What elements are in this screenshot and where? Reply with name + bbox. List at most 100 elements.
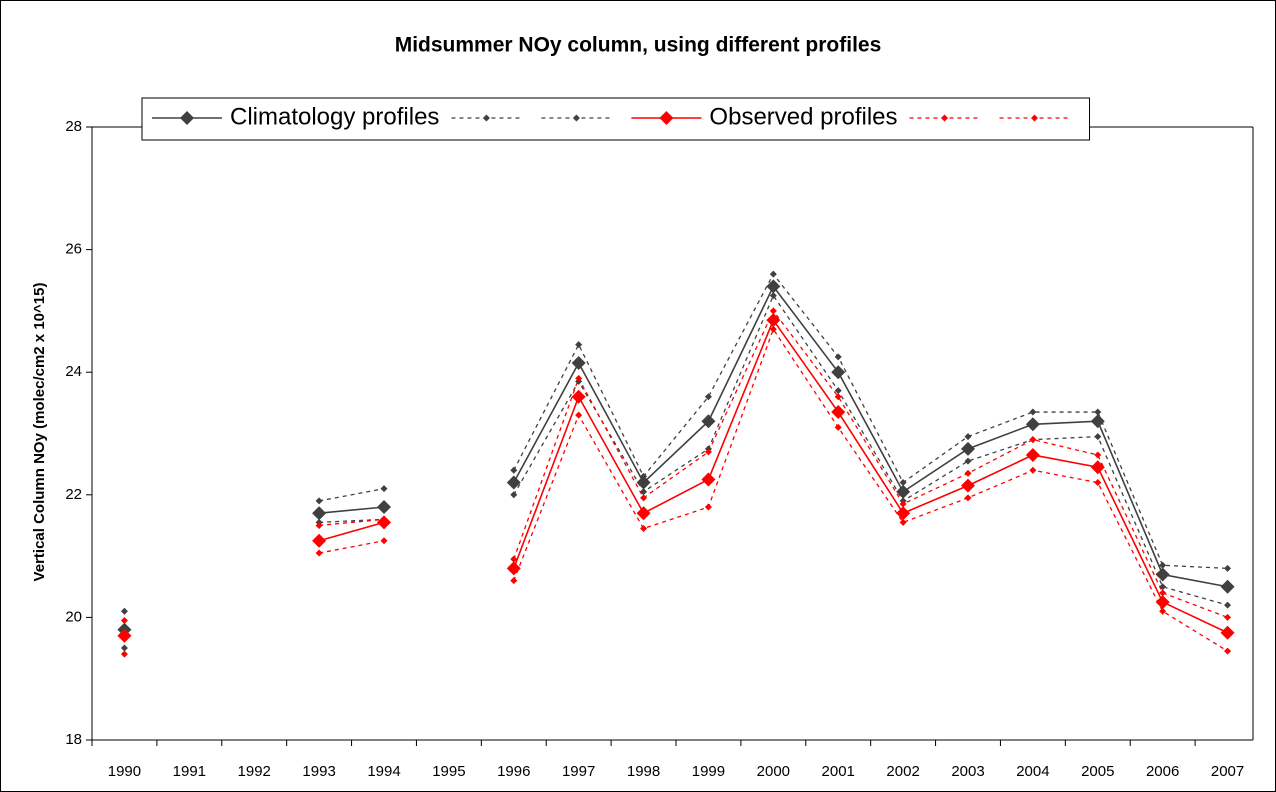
point-marker xyxy=(834,387,842,395)
point-marker xyxy=(315,497,323,505)
series-line xyxy=(318,327,1228,652)
point-marker xyxy=(571,356,586,371)
point-marker xyxy=(831,405,846,420)
point-marker xyxy=(1029,436,1037,444)
point-marker xyxy=(640,494,648,502)
legend-marker xyxy=(572,114,580,122)
point-marker xyxy=(899,500,907,508)
x-tick-label: 1993 xyxy=(302,763,335,780)
x-tick-label: 2004 xyxy=(1016,763,1049,780)
point-marker xyxy=(831,365,846,380)
point-marker xyxy=(510,555,518,563)
y-axis-label: Vertical Column NOy (molec/cm2 x 10^15) xyxy=(31,283,48,582)
x-tick-label: 1992 xyxy=(238,763,271,780)
point-marker xyxy=(1159,589,1167,597)
point-marker xyxy=(1094,408,1102,416)
x-tick-label: 1996 xyxy=(497,763,530,780)
point-marker xyxy=(575,374,583,382)
series-line xyxy=(319,294,1228,606)
y-tick-label: 18 xyxy=(65,731,82,748)
point-marker xyxy=(701,472,716,487)
point-marker xyxy=(380,537,388,545)
y-tick-label: 22 xyxy=(65,486,82,503)
point-marker xyxy=(964,457,972,465)
point-marker xyxy=(1090,460,1105,475)
point-marker xyxy=(636,506,651,521)
point-marker xyxy=(769,270,777,278)
point-marker xyxy=(964,494,972,502)
point-marker xyxy=(120,616,128,624)
series-line xyxy=(318,272,1228,570)
point-marker xyxy=(1094,451,1102,459)
point-marker xyxy=(510,466,518,474)
x-tick-label: 2003 xyxy=(951,763,984,780)
chart-title: Midsummer NOy column, using different pr… xyxy=(395,34,882,57)
series-line xyxy=(318,318,1228,634)
point-marker xyxy=(571,389,586,404)
legend: Climatology profiles Observed profiles xyxy=(141,97,1091,141)
y-tick-label: 26 xyxy=(65,241,82,258)
legend-marker xyxy=(941,114,949,122)
x-tick-label: 2002 xyxy=(886,763,919,780)
point-marker xyxy=(1224,647,1232,655)
point-marker xyxy=(1155,595,1170,610)
point-marker xyxy=(1224,601,1232,609)
point-marker xyxy=(896,484,911,499)
point-marker xyxy=(961,441,975,456)
point-marker xyxy=(834,423,842,431)
x-tick-label: 2007 xyxy=(1211,763,1244,780)
series-line xyxy=(319,309,1228,619)
point-marker xyxy=(899,479,907,487)
point-marker xyxy=(640,525,648,533)
x-tick-label: 1991 xyxy=(173,763,206,780)
x-tick-label: 2001 xyxy=(822,763,855,780)
point-marker xyxy=(704,503,712,511)
point-marker xyxy=(769,325,777,333)
point-marker xyxy=(640,472,648,480)
point-marker xyxy=(120,607,128,615)
point-marker xyxy=(377,500,391,515)
point-marker xyxy=(117,628,132,643)
point-marker xyxy=(1220,625,1235,640)
point-marker xyxy=(380,485,388,493)
point-marker xyxy=(964,469,972,477)
legend-marker xyxy=(1031,114,1039,122)
point-marker xyxy=(769,292,777,300)
point-marker xyxy=(964,433,972,441)
point-marker xyxy=(120,650,128,658)
point-marker xyxy=(769,307,777,315)
point-marker xyxy=(766,279,781,294)
legend-label: Climatology profiles xyxy=(230,103,439,130)
point-marker xyxy=(899,518,907,526)
point-marker xyxy=(575,411,583,419)
legend-label: Observed profiles xyxy=(709,103,897,130)
x-tick-label: 1999 xyxy=(692,763,725,780)
point-marker xyxy=(1159,607,1167,615)
x-tick-label: 1990 xyxy=(108,763,141,780)
x-tick-label: 2005 xyxy=(1081,763,1114,780)
point-marker xyxy=(1029,408,1037,416)
point-marker xyxy=(1224,564,1232,572)
point-marker xyxy=(834,353,842,361)
point-marker xyxy=(380,515,388,523)
x-tick-label: 2000 xyxy=(757,763,790,780)
point-marker xyxy=(510,491,518,499)
series-line xyxy=(319,284,1228,588)
y-tick-label: 24 xyxy=(65,363,82,380)
point-marker xyxy=(636,475,651,490)
legend-marker xyxy=(180,111,194,125)
point-marker xyxy=(1224,613,1232,621)
y-tick-label: 20 xyxy=(65,608,82,625)
point-marker xyxy=(896,506,911,521)
x-tick-label: 1994 xyxy=(367,763,400,780)
point-marker xyxy=(312,533,327,548)
point-marker xyxy=(315,549,323,557)
point-marker xyxy=(1029,466,1037,474)
point-marker xyxy=(1094,433,1102,441)
point-marker xyxy=(506,561,521,576)
point-marker xyxy=(640,488,648,496)
point-marker xyxy=(1090,414,1105,429)
point-marker xyxy=(1159,583,1167,591)
point-marker xyxy=(120,644,128,652)
